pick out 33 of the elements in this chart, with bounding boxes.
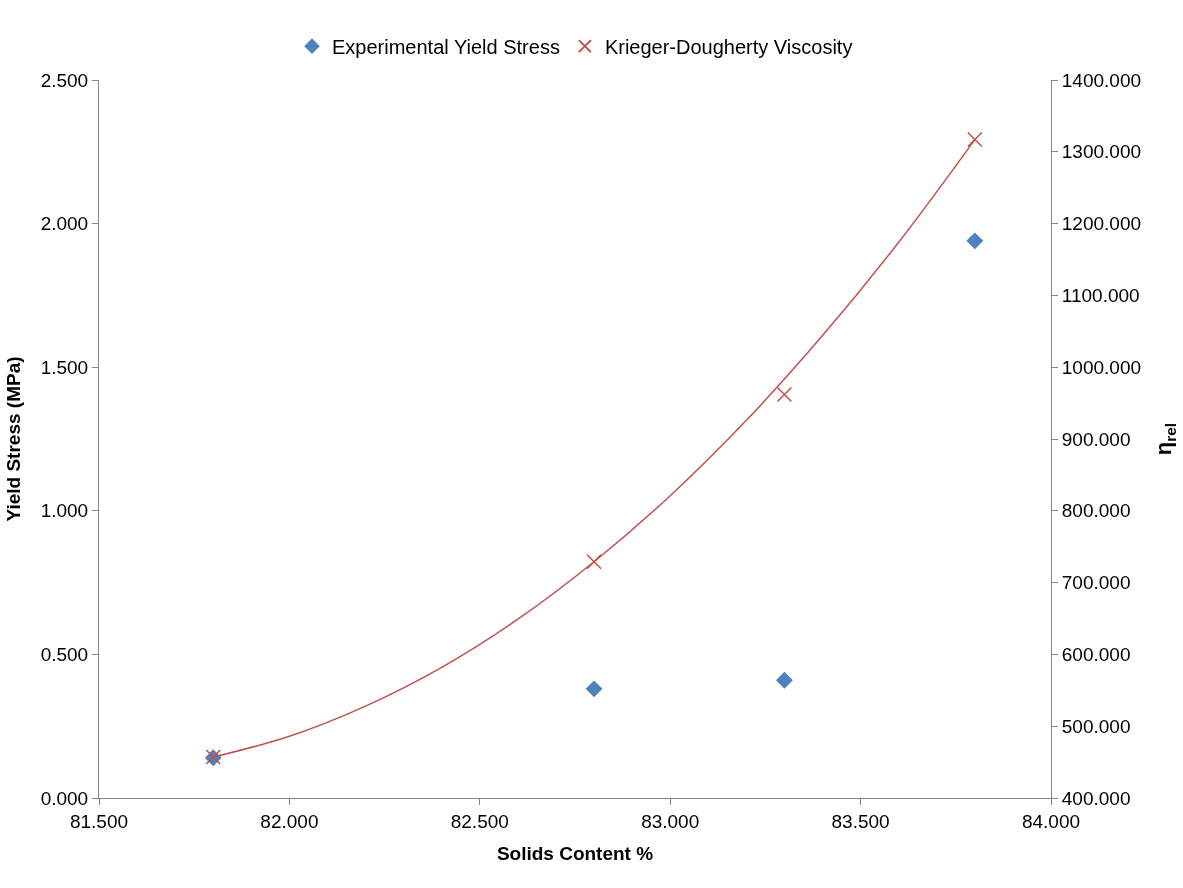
y-tick-label: 1.500 <box>40 356 89 378</box>
x-axis-title: Solids Content % <box>496 842 654 864</box>
legend-label: Experimental Yield Stress <box>332 35 560 58</box>
point <box>966 232 984 250</box>
y-tick-label: 2.500 <box>40 69 89 91</box>
y2-tick-label: 600.000 <box>1061 644 1131 666</box>
y2-tick-label: 700.000 <box>1061 572 1131 594</box>
y2-tick-label: 1000.000 <box>1061 356 1142 378</box>
y-tick-label: 2.000 <box>40 213 89 235</box>
y2-tick-label: 1200.000 <box>1061 213 1142 235</box>
y2-tick-label: 400.000 <box>1061 787 1131 809</box>
y2-tick-label: 800.000 <box>1061 500 1131 522</box>
point <box>585 680 603 698</box>
point <box>775 671 793 689</box>
point <box>967 131 983 148</box>
y2-tick-label: 900.000 <box>1061 428 1131 450</box>
y2-tick-label: 1300.000 <box>1061 141 1142 163</box>
x-tick-label: 81.500 <box>69 810 129 832</box>
y2-tick-label: 500.000 <box>1061 715 1131 737</box>
x-tick-label: 83.000 <box>641 810 700 832</box>
y2-tick-label: 1400.000 <box>1061 69 1142 91</box>
y-tick-label: 0.000 <box>40 787 89 809</box>
x-tick-label: 83.500 <box>831 810 890 832</box>
y-tick-label: 0.500 <box>40 644 89 666</box>
point <box>776 386 793 403</box>
point <box>586 554 602 570</box>
y-tick-label: 1.000 <box>40 500 89 522</box>
y2-tick-label: 1100.000 <box>1061 285 1140 307</box>
x-tick-label: 82.000 <box>260 810 319 832</box>
x-tick-label: 82.500 <box>450 810 509 832</box>
y-axis-title: Yield Stress (MPa) <box>2 356 24 522</box>
legend-label: Krieger-Dougherty Viscosity <box>604 35 853 58</box>
x-tick-label: 84.000 <box>1021 810 1081 832</box>
